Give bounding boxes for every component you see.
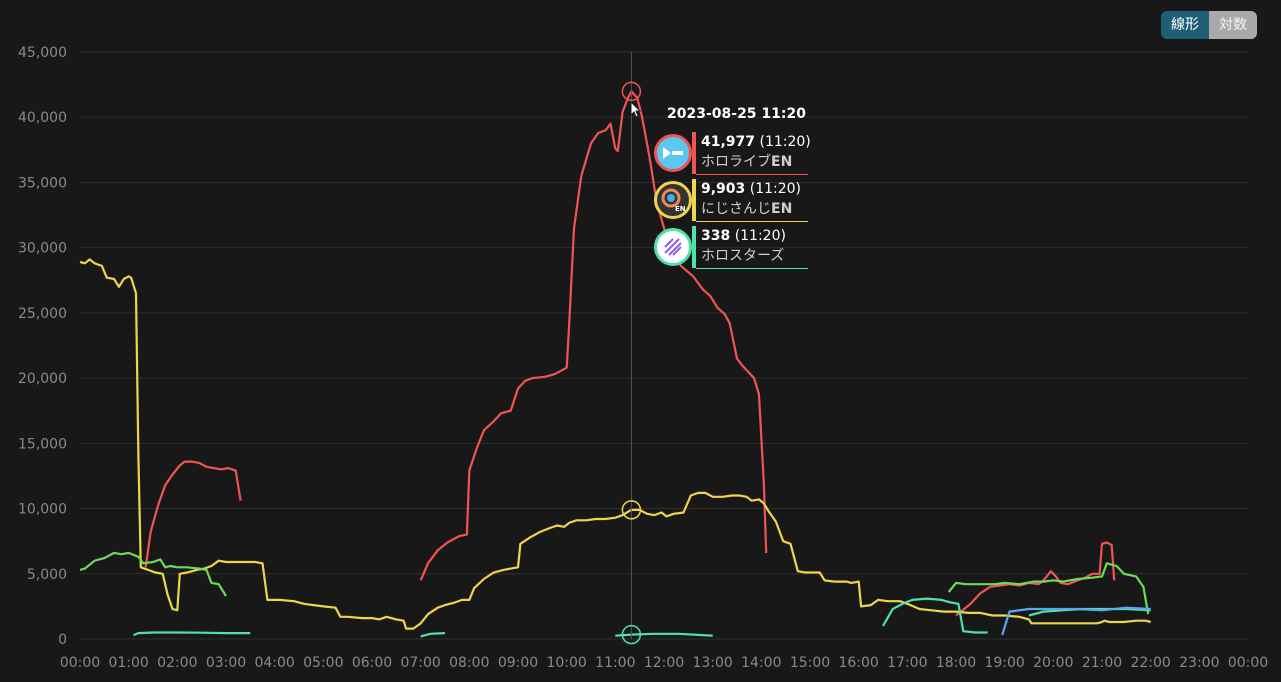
y-tick-label: 10,000: [18, 502, 67, 518]
x-tick-label: 06:00: [352, 655, 392, 671]
tooltip-row: 338 (11:20) ホロスターズ: [652, 226, 812, 273]
y-tick-label: 15,000: [18, 436, 67, 452]
hover-markers: [621, 81, 642, 645]
y-tick-label: 35,000: [18, 175, 67, 191]
x-tick-label: 23:00: [1179, 655, 1219, 671]
x-tick-label: 21:00: [1082, 655, 1122, 671]
series-line[interactable]: [1001, 606, 1151, 636]
tooltip-row: EN 9,903 (11:20) にじさんじEN: [652, 179, 812, 226]
x-tick-label: 01:00: [108, 655, 148, 671]
x-tick-label: 14:00: [741, 655, 781, 671]
grid-lines: [80, 51, 1248, 640]
tooltip-text: 338 (11:20) ホロスターズ: [701, 226, 786, 266]
series-line[interactable]: [882, 597, 988, 634]
x-tick-label: 15:00: [790, 655, 830, 671]
x-tick-label: 07:00: [400, 655, 440, 671]
tooltip-underline: [696, 174, 808, 175]
series-line[interactable]: [420, 632, 446, 638]
tooltip-value: 41,977 (11:20): [701, 134, 811, 150]
x-tick-label: 12:00: [644, 655, 684, 671]
y-tick-label: 20,000: [18, 371, 67, 387]
y-tick-label: 0: [58, 632, 67, 648]
x-tick-label: 04:00: [254, 655, 294, 671]
series-line[interactable]: [79, 551, 227, 597]
tooltip-name: にじさんじEN: [701, 201, 793, 217]
mouse-pointer-icon: [630, 100, 642, 118]
tooltip-color-bar: [692, 132, 696, 174]
x-tick-label: 00:00: [1228, 655, 1268, 671]
tooltip-name: ホロスターズ: [701, 248, 785, 264]
x-tick-label: 05:00: [303, 655, 343, 671]
series-line[interactable]: [955, 541, 1116, 617]
series-line[interactable]: [419, 90, 768, 581]
y-tick-label: 25,000: [18, 306, 67, 322]
series-line[interactable]: [79, 258, 1151, 630]
tooltip-text: 41,977 (11:20) ホロライブEN: [701, 132, 811, 172]
x-tick-label: 03:00: [206, 655, 246, 671]
x-tick-label: 13:00: [692, 655, 732, 671]
linear-scale-button[interactable]: 線形: [1161, 11, 1209, 39]
y-tick-label: 30,000: [18, 241, 67, 257]
x-tick-label: 16:00: [838, 655, 878, 671]
tooltip-underline: [696, 268, 808, 269]
series-line[interactable]: [615, 632, 713, 637]
x-tick-label: 18:00: [936, 655, 976, 671]
series-lines[interactable]: [79, 90, 1151, 638]
x-tick-label: 00:00: [60, 655, 100, 671]
x-tick-label: 22:00: [1130, 655, 1170, 671]
log-scale-button[interactable]: 対数: [1209, 11, 1257, 39]
x-tick-label: 02:00: [157, 655, 197, 671]
y-tick-label: 5,000: [27, 567, 67, 583]
y-axis: 0 5,000 10,000 15,000 20,000 25,000 30,000 35,0…: [18, 45, 67, 648]
tooltip-value: 9,903 (11:20): [701, 181, 802, 197]
x-tick-label: 10:00: [546, 655, 586, 671]
svg-text:EN: EN: [675, 205, 686, 213]
x-tick-label: 19:00: [984, 655, 1024, 671]
hover-marker: [621, 81, 642, 102]
chart-tooltip: 2023-08-25 11:20 41,977 (11:20) ホロライブEN EN…: [652, 104, 812, 273]
tooltip-color-bar: [692, 179, 696, 221]
tooltip-name: ホロライブEN: [701, 154, 793, 170]
series-line[interactable]: [133, 631, 251, 637]
tooltip-underline: [696, 221, 808, 222]
hololive-en-icon: [654, 134, 692, 172]
tooltip-color-bar: [692, 226, 696, 268]
tooltip-time: 2023-08-25 11:20: [667, 106, 806, 122]
scale-toggle[interactable]: 線形 対数: [1161, 11, 1257, 39]
holostars-icon: [654, 228, 692, 266]
nijisanji-en-icon: EN: [654, 181, 692, 219]
hover-marker: [621, 624, 642, 645]
y-tick-label: 40,000: [18, 110, 67, 126]
tooltip-value: 338 (11:20): [701, 228, 786, 244]
x-tick-label: 09:00: [498, 655, 538, 671]
x-tick-label: 08:00: [449, 655, 489, 671]
series-line[interactable]: [947, 562, 1150, 615]
tooltip-text: 9,903 (11:20) にじさんじEN: [701, 179, 801, 219]
series-line[interactable]: [144, 460, 242, 568]
x-tick-label: 11:00: [595, 655, 635, 671]
hover-marker: [621, 500, 642, 520]
x-axis: 00:00 01:00 02:00 03:00 04:00 05:00 06:00 07:00…: [60, 655, 1268, 671]
y-tick-label: 45,000: [18, 45, 67, 61]
x-tick-label: 17:00: [887, 655, 927, 671]
tooltip-row: 41,977 (11:20) ホロライブEN: [652, 132, 812, 179]
x-tick-label: 20:00: [1033, 655, 1073, 671]
